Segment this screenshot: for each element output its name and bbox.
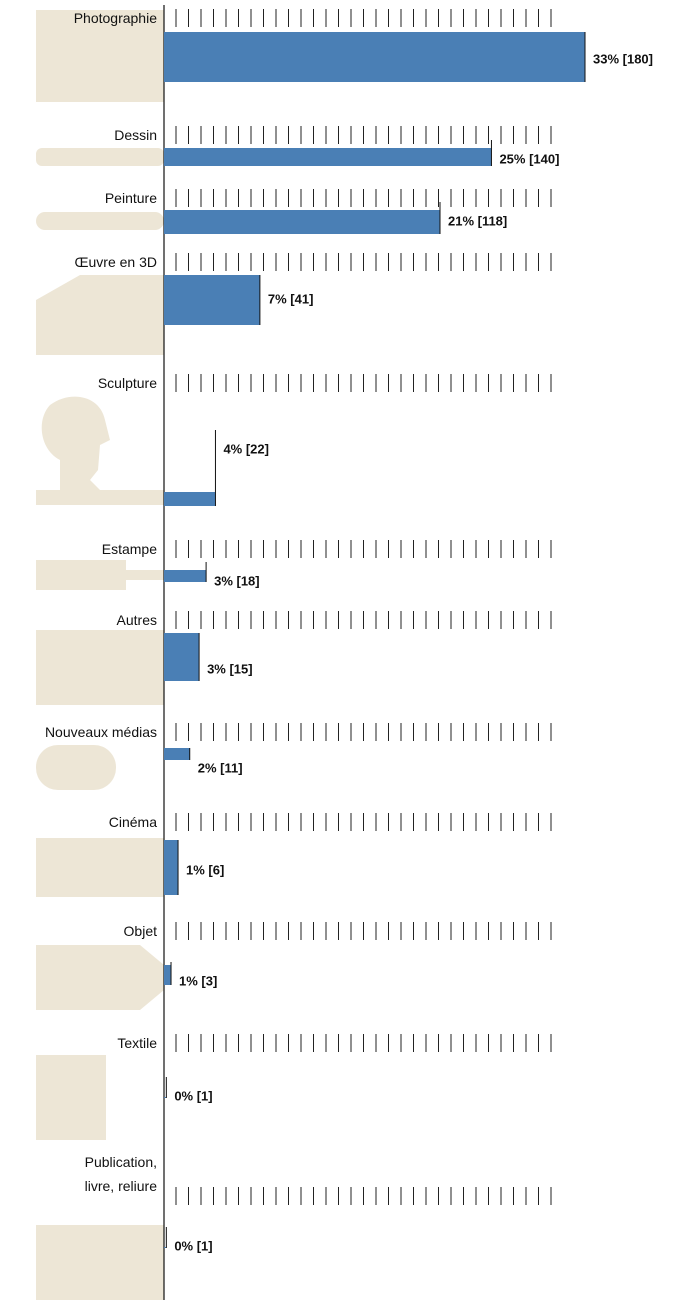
category-label: Cinéma	[0, 810, 157, 834]
mouse	[36, 745, 116, 790]
value-label: 3% [18]	[214, 573, 260, 588]
value-label: 4% [22]	[223, 441, 269, 456]
bar	[164, 148, 491, 166]
category-label: Nouveaux médias	[0, 720, 157, 744]
category-label: Peinture	[0, 186, 157, 210]
bar	[164, 210, 440, 234]
bar	[164, 748, 190, 760]
roller	[36, 560, 126, 590]
bar	[164, 570, 206, 582]
value-label: 0% [1]	[174, 1238, 212, 1253]
value-label: 0% [1]	[174, 1088, 212, 1103]
value-label: 7% [41]	[268, 291, 314, 306]
category-label: Objet	[0, 919, 157, 943]
bar	[164, 275, 260, 325]
category-label: Sculpture	[0, 371, 157, 395]
spool	[36, 1055, 106, 1140]
page: 33% [180] 25% [140] 21% [118] 7% [41] 4% [22…	[0, 0, 673, 1309]
category-label: Textile	[0, 1031, 157, 1055]
bar	[164, 965, 171, 985]
category-label: Œuvre en 3D	[0, 250, 157, 274]
category-label: Autres	[0, 608, 157, 632]
film	[36, 838, 164, 897]
value-label: 33% [180]	[593, 51, 653, 66]
roller-handle	[126, 570, 164, 580]
bar	[164, 840, 178, 895]
head	[36, 397, 164, 505]
value-label: 1% [3]	[179, 973, 217, 988]
value-label: 1% [6]	[186, 862, 224, 877]
bar	[164, 633, 199, 681]
value-label: 25% [140]	[499, 151, 559, 166]
value-label: 3% [15]	[207, 661, 253, 676]
frame	[36, 630, 164, 705]
brush	[36, 212, 164, 230]
value-label: 2% [11]	[198, 760, 243, 775]
bar	[164, 492, 215, 506]
bar	[164, 32, 585, 82]
book	[36, 1225, 164, 1300]
category-label: Dessin	[0, 123, 157, 147]
box	[36, 275, 164, 355]
pencil	[36, 148, 164, 166]
lens	[36, 945, 164, 1010]
category-label: Estampe	[0, 537, 157, 561]
value-label: 21% [118]	[448, 213, 507, 228]
category-label: Publication, livre, reliure	[52, 1150, 157, 1198]
category-label: Photographie	[0, 6, 157, 30]
